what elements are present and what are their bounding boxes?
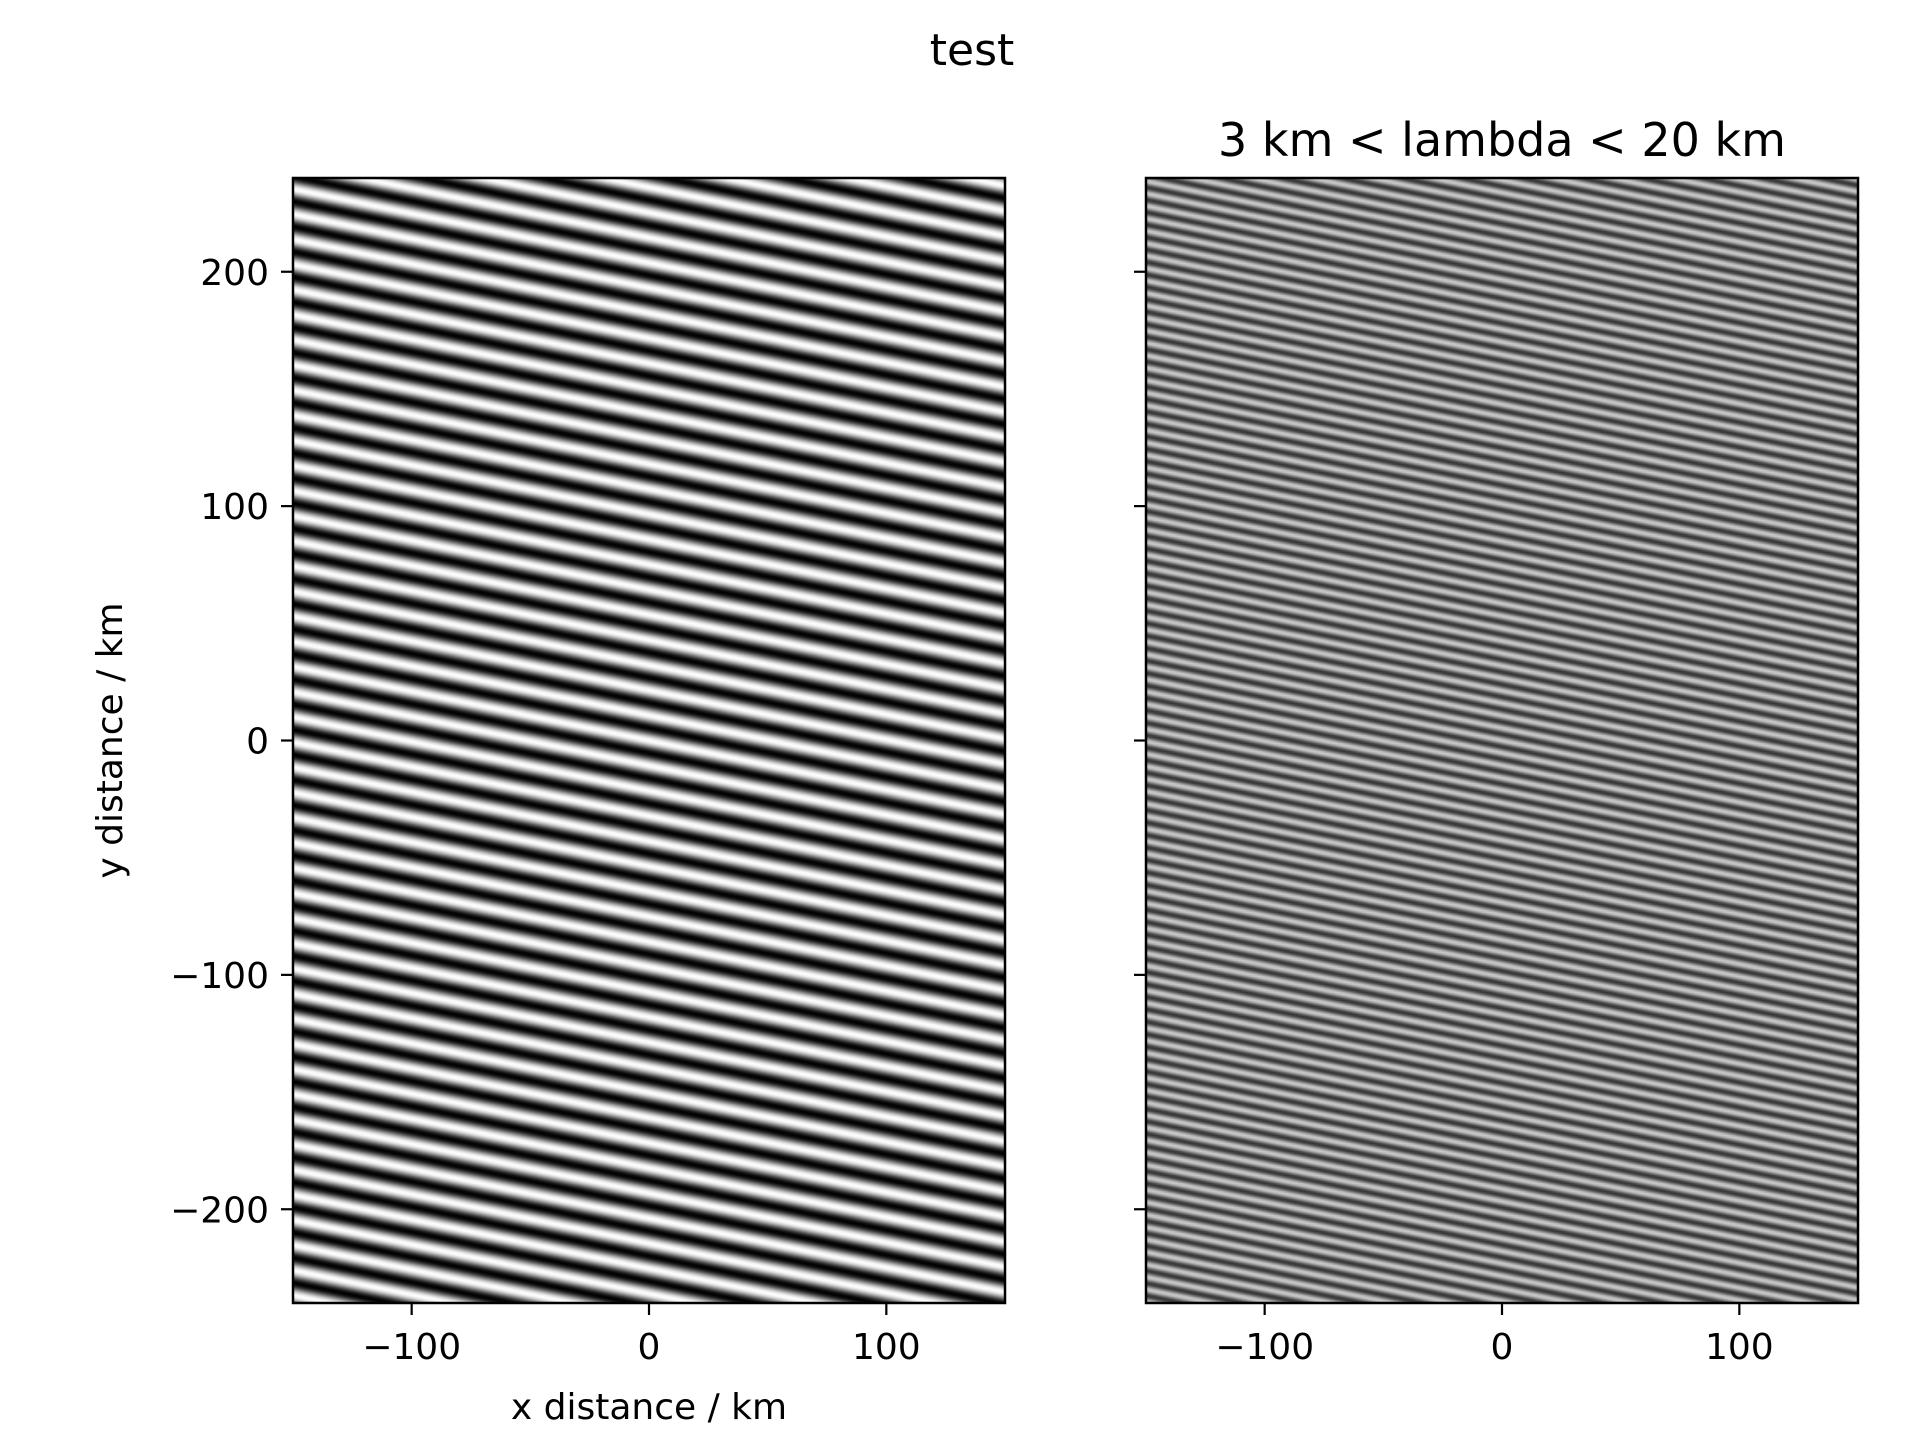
- x-tick-label: 100: [1705, 1327, 1774, 1368]
- x-tick-label: 100: [852, 1327, 921, 1368]
- right-heatmap-image: [1146, 178, 1858, 1303]
- left-x-axis-label: x distance / km: [511, 1387, 787, 1428]
- heatmap-raster: [293, 178, 1005, 1303]
- y-tick-label: 0: [246, 722, 269, 763]
- right-panel-title: 3 km < lambda < 20 km: [1218, 113, 1786, 167]
- left-x-axis-ticks: −100 0 100: [362, 1303, 921, 1368]
- left-y-axis-ticks: −200 −100 0 100 200: [170, 253, 293, 1231]
- x-tick-label: 0: [638, 1327, 661, 1368]
- left-panel: −100 0 100 −200 −100 0 100 200 x distance / km…: [90, 176, 1007, 1428]
- x-tick-label: −100: [362, 1327, 461, 1368]
- y-tick-label: 200: [200, 253, 269, 294]
- heatmap-raster: [1146, 178, 1858, 1303]
- left-y-axis-label: y distance / km: [90, 602, 131, 878]
- x-tick-label: 0: [1491, 1327, 1514, 1368]
- y-tick-label: −200: [170, 1190, 269, 1231]
- right-panel: 3 km < lambda < 20 km −100 0 100: [1134, 113, 1860, 1368]
- left-heatmap-image: [293, 178, 1005, 1303]
- figure-title: test: [930, 25, 1015, 76]
- y-tick-label: −100: [170, 956, 269, 997]
- right-x-axis-ticks: −100 0 100: [1215, 1303, 1774, 1368]
- x-tick-label: −100: [1215, 1327, 1314, 1368]
- y-tick-label: 100: [200, 487, 269, 528]
- right-y-axis-ticks: [1134, 270, 1146, 1211]
